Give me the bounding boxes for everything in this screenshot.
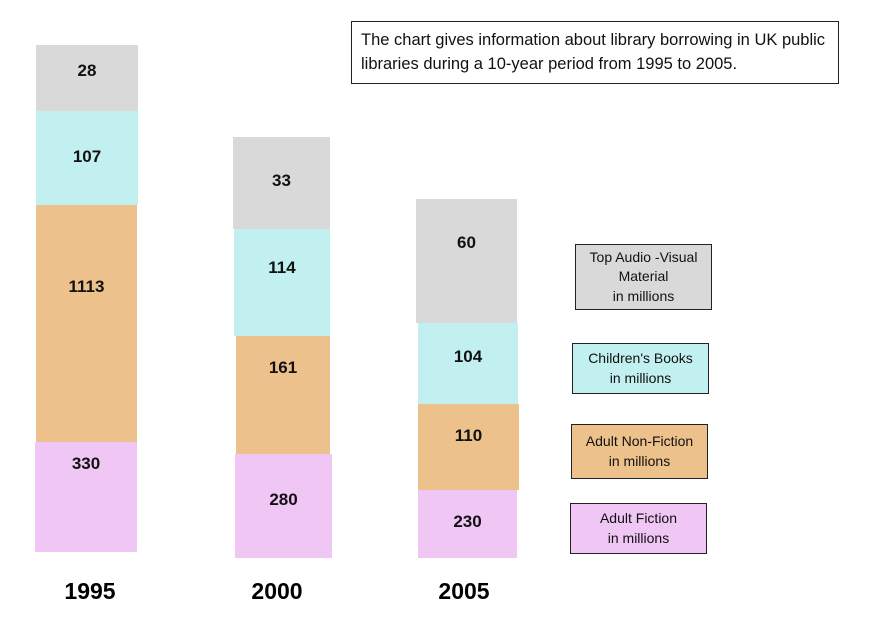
data-label: 104 xyxy=(453,347,483,366)
data-label: 60 xyxy=(457,233,476,252)
data-label: 110 xyxy=(454,426,483,445)
data-label: 230 xyxy=(453,512,482,531)
bar-segment-2005-0: 230 xyxy=(418,490,517,558)
legend-label: Adult Non-Fiction in millions xyxy=(585,433,694,469)
bar-segment-2000-2: 114 xyxy=(234,229,330,336)
bar-segment-2000-3: 33 xyxy=(233,137,330,229)
legend-entry: Top Audio -Visual Material in millions xyxy=(575,244,712,310)
legend-entry: Children's Books in millions xyxy=(572,343,709,394)
data-label: 33 xyxy=(272,171,291,190)
bar-segment-1995-2: 107 xyxy=(36,111,138,205)
bar-segment-1995-0: 330 xyxy=(35,442,137,552)
chart-title: The chart gives information about librar… xyxy=(361,31,826,73)
x-tick-label: 2000 xyxy=(251,578,303,604)
legend-label: Children's Books in millions xyxy=(588,350,693,386)
legend-entry: Adult Non-Fiction in millions xyxy=(571,424,708,479)
legend-entry: Adult Fiction in millions xyxy=(570,503,707,554)
legend-label: Top Audio -Visual Material in millions xyxy=(589,248,698,304)
bar-segment-2005-1: 110 xyxy=(418,404,519,490)
data-label: 107 xyxy=(72,147,102,166)
data-label: 161 xyxy=(268,358,298,377)
x-tick-label: 1995 xyxy=(64,578,116,604)
data-label: 330 xyxy=(71,454,101,473)
bar-segment-1995-1: 1113 xyxy=(36,205,137,442)
chart-description-box: The chart gives information about librar… xyxy=(351,21,839,84)
bar-segment-1995-3: 28 xyxy=(36,45,138,111)
bar-segment-2005-3: 60 xyxy=(416,199,517,323)
bar-segment-2000-0: 280 xyxy=(235,454,332,558)
data-label: 114 xyxy=(268,258,296,277)
data-label: 1113 xyxy=(68,277,105,296)
data-label: 280 xyxy=(269,490,298,509)
bar-segment-2005-2: 104 xyxy=(418,323,518,404)
data-label: 28 xyxy=(77,61,97,80)
bar-segment-2000-1: 161 xyxy=(236,336,330,454)
x-tick-label: 2005 xyxy=(438,578,490,604)
legend-label: Adult Fiction in millions xyxy=(599,510,678,546)
